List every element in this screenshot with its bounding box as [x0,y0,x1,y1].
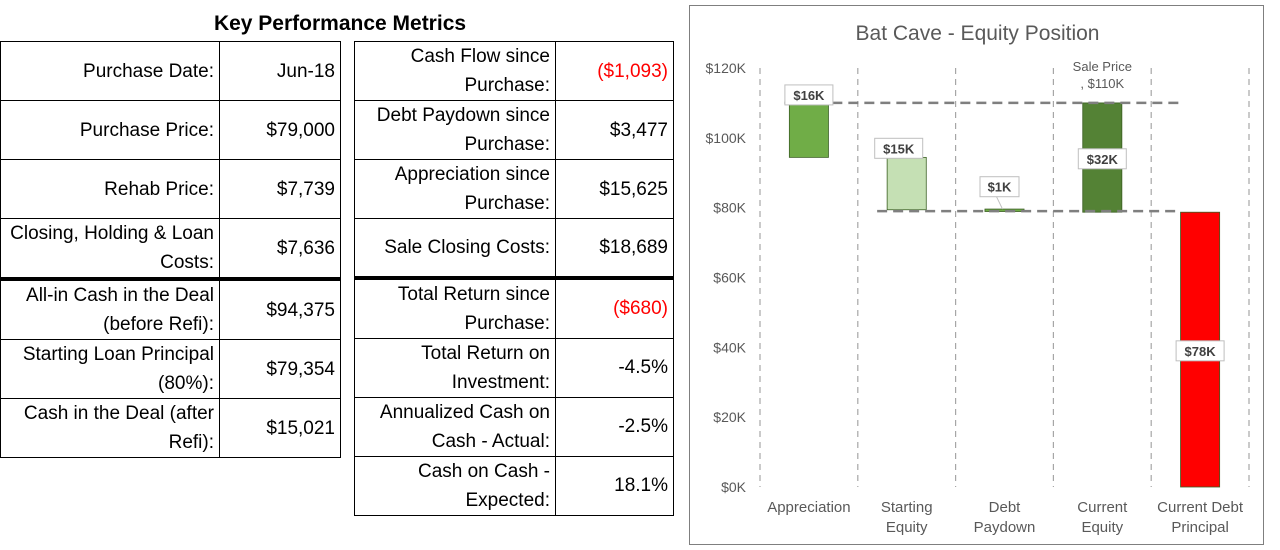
waterfall-bar [788,102,829,158]
kpi-value: $7,636 [219,218,341,281]
kpi-label: Purchase Price: [0,100,220,160]
x-category-label: Paydown [974,519,1036,536]
sale-price-annotation: Sale Price [1073,59,1132,74]
kpi-label: Total Return since Purchase: [354,277,556,339]
kpi-value: $15,021 [219,398,341,458]
x-category-label: Principal [1171,519,1229,536]
data-label-leader [996,196,1003,210]
kpi-label: Cash on Cash - Expected: [354,455,556,516]
kpi-label: Sale Closing Costs: [354,218,556,280]
x-category-label: Starting [881,499,933,516]
kpi-label: Rehab Price: [0,159,220,219]
x-category-label: Equity [886,519,928,536]
kpi-label: Debt Paydown since Purchase: [354,100,556,160]
kpi-row: Appreciation since Purchase: $15,625 [354,159,674,219]
kpi-value: -2.5% [555,396,674,457]
y-tick-label: $80K [713,200,746,216]
data-label-box [1175,340,1225,362]
kpi-title: Key Performance Metrics [213,12,467,35]
kpi-label: Cash Flow since Purchase: [354,41,556,101]
kpi-row: Purchase Date: Jun-18 [0,41,341,101]
kpi-value: $94,375 [219,278,341,340]
data-label: $15K [883,141,915,156]
kpi-label: Appreciation since Purchase: [354,159,556,219]
x-category-label: Current [1077,499,1128,516]
kpi-row: Purchase Price: $79,000 [0,100,341,160]
waterfall-bar [886,156,927,211]
kpi-value: ($1,093) [555,41,674,101]
kpi-label: All-in Cash in the Deal (before Refi): [0,278,220,340]
kpi-row: Total Return since Purchase: ($680) [354,277,674,339]
data-label: $16K [793,88,825,103]
y-tick-label: $0K [721,479,747,495]
kpi-value: 18.1% [555,455,674,516]
data-label-box [1077,148,1127,170]
y-tick-label: $100K [706,130,747,146]
kpi-row: Cash Flow since Purchase: ($1,093) [354,41,674,101]
equity-chart: Bat Cave - Equity Position $0K $20K $40K $60… [689,5,1264,545]
kpi-value: ($680) [555,277,674,339]
kpi-value: $15,625 [555,159,674,219]
kpi-label: Cash in the Deal (after Refi): [0,398,220,458]
kpi-row: Starting Loan Principal (80%): $79,354 [0,339,341,399]
kpi-row: Cash on Cash - Expected: 18.1% [354,455,674,516]
data-label: $1K [988,180,1012,195]
kpi-row: Debt Paydown since Purchase: $3,477 [354,100,674,160]
kpi-row: All-in Cash in the Deal (before Refi): $9… [0,278,341,340]
kpi-value: $18,689 [555,218,674,280]
kpi-label: Annualized Cash on Cash - Actual: [354,396,556,457]
kpi-table-left: Purchase Date: Jun-18 Purchase Price: $79,0… [0,41,341,458]
kpi-row: Total Return on Investment: -4.5% [354,337,674,398]
kpi-label: Starting Loan Principal (80%): [0,339,220,399]
kpi-value: Jun-18 [219,41,341,101]
kpi-row: Annualized Cash on Cash - Actual: -2.5% [354,396,674,457]
x-category-label: Equity [1081,519,1123,536]
x-category-label: Appreciation [767,499,850,516]
x-category-label: Debt [989,499,1022,516]
y-tick-label: $60K [713,270,746,286]
kpi-row: Rehab Price: $7,739 [0,159,341,219]
kpi-row: Sale Closing Costs: $18,689 [354,218,674,280]
kpi-value: $3,477 [555,100,674,160]
kpi-label: Total Return on Investment: [354,337,556,398]
equity-chart-svg: Bat Cave - Equity Position $0K $20K $40K $60… [706,22,1250,536]
kpi-value: $79,354 [219,339,341,399]
y-tick-label: $40K [713,339,746,355]
kpi-row: Cash in the Deal (after Refi): $15,021 [0,398,341,458]
kpi-row: Closing, Holding & Loan Costs: $7,636 [0,218,341,281]
data-label: $78K [1185,344,1217,359]
kpi-value: -4.5% [555,337,674,398]
data-label: $32K [1087,152,1119,167]
kpi-label: Purchase Date: [0,41,220,101]
x-category-label: Current Debt [1157,499,1244,516]
kpi-label: Closing, Holding & Loan Costs: [0,218,220,281]
sale-price-annotation: , $110K [1080,76,1124,91]
kpi-value: $7,739 [219,159,341,219]
y-tick-label: $120K [706,60,747,76]
kpi-value: $79,000 [219,100,341,160]
data-label-box [784,84,834,106]
kpi-table-right: Cash Flow since Purchase: ($1,093) Debt Pa… [354,41,674,516]
data-label-box [979,176,1020,198]
y-tick-label: $20K [713,409,746,425]
chart-title: Bat Cave - Equity Position [856,22,1100,45]
data-label-box [874,137,924,159]
